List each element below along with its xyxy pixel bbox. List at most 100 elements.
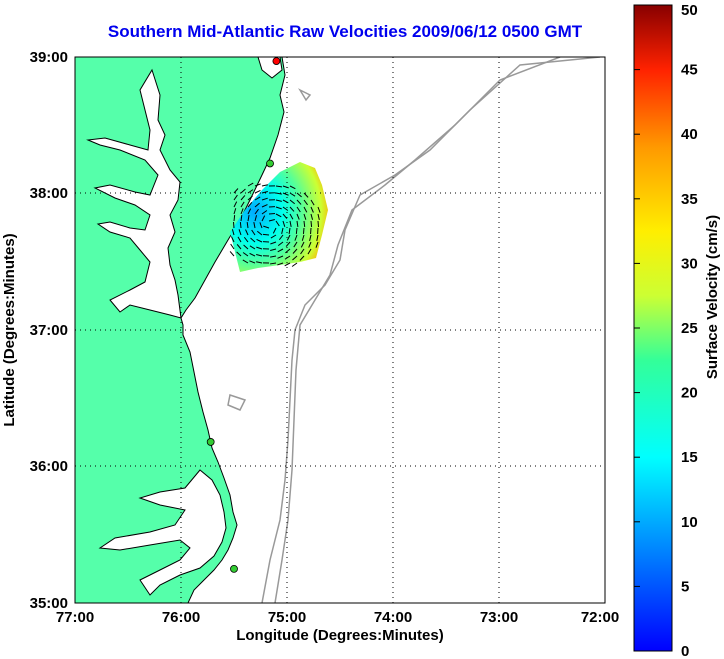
colorbar [633,4,673,652]
velocity-vector [268,212,276,215]
velocity-vector [303,199,308,206]
grid-lines [75,57,605,603]
velocity-vector [300,241,305,248]
colorbar-tick-label: 15 [681,449,698,466]
velocity-vector [285,248,291,254]
velocity-vector [240,188,246,194]
velocity-vector [230,243,235,250]
velocity-vector [254,202,260,208]
y-tick: 37:00 [30,322,68,339]
velocity-vector [263,225,270,229]
y-tick: 35:00 [30,595,68,612]
y-tick: 39:00 [30,49,68,66]
velocity-vector [246,221,249,229]
velocity-vector [243,244,249,250]
velocity-vector [256,238,263,243]
velocity-vector [293,241,298,248]
velocity-vector [289,192,296,197]
velocity-vector [250,237,256,243]
velocity-vector [275,206,282,210]
velocity-vector [249,245,256,250]
velocity-vector [247,208,252,215]
velocity-vector [278,234,284,241]
velocity-vector [231,229,235,236]
x-tick: 75:00 [268,609,306,626]
station-markers [206,57,281,573]
velocity-vector [310,199,315,206]
velocity-vector [308,241,312,248]
velocity-vector [236,244,242,250]
velocity-vector [239,221,242,229]
x-axis-label: Longitude (Degrees:Minutes) [236,627,444,644]
velocity-vector [249,260,256,264]
velocity-vector [270,241,277,245]
plot-border [74,56,606,604]
velocity-vector [237,236,242,243]
velocity-vector [288,227,291,235]
velocity-vector [303,192,309,198]
bathymetry-contours [227,57,601,603]
velocity-vector [277,248,284,253]
velocity-vector [295,227,298,235]
velocity-vector [242,252,249,257]
velocity-vector [261,191,268,194]
station-marker [272,57,281,65]
velocity-vector [249,252,256,257]
velocity-vector [247,195,253,201]
velocity-vector [285,241,291,247]
chesapeake-bay [86,68,182,319]
velocity-vector [294,234,298,241]
velocity-vector [233,201,238,208]
colorbar-tick-label: 45 [681,62,698,79]
velocity-field [230,162,328,272]
velocity-vector [254,196,261,201]
velocity-vector [262,233,270,236]
x-tick: 73:00 [480,609,518,626]
colorbar-tick-label: 5 [681,578,689,595]
colorbar-tick-label: 40 [681,126,698,143]
velocity-vector [277,255,284,259]
velocity-vector [253,222,256,229]
velocity-vector [296,199,302,205]
velocity-vector [243,236,249,243]
x-tick: 76:00 [162,609,200,626]
velocity-vector [299,255,305,261]
velocity-vector [261,210,268,215]
velocity-vector [236,251,242,257]
velocity-vector [233,188,239,194]
colorbar-tick-label: 50 [681,2,698,19]
colorbar-tick-label: 20 [681,385,698,402]
velocity-vector [270,234,277,239]
velocity-vector [277,262,284,266]
velocity-vector [289,213,294,220]
velocity-vector [245,229,249,236]
velocity-vector [261,204,268,208]
velocity-vector [296,192,302,198]
velocity-vector [296,206,301,213]
velocity-vector [247,182,254,187]
colorbar-tick-label: 0 [681,643,689,659]
velocity-vector [310,220,313,228]
x-tick: 72:00 [581,609,619,626]
pamlico-sound [98,469,227,596]
velocity-vector [247,202,253,208]
velocity-vector [275,199,282,202]
velocity-vector [229,251,235,257]
velocity-vector [281,227,284,234]
velocity-vector [240,214,243,222]
velocity-vector [302,227,305,235]
velocity-vector [275,220,280,227]
velocity-vector [254,215,258,222]
velocity-vector [296,220,299,228]
velocity-vector [256,254,263,257]
y-tick: 36:00 [30,458,68,475]
station-marker [230,564,238,573]
velocity-vector [272,227,277,234]
velocity-vector [275,213,282,218]
velocity-vector [307,248,312,255]
velocity-vector [282,213,288,219]
velocity-vector [233,194,238,201]
colorbar-tick-label: 35 [681,191,698,208]
